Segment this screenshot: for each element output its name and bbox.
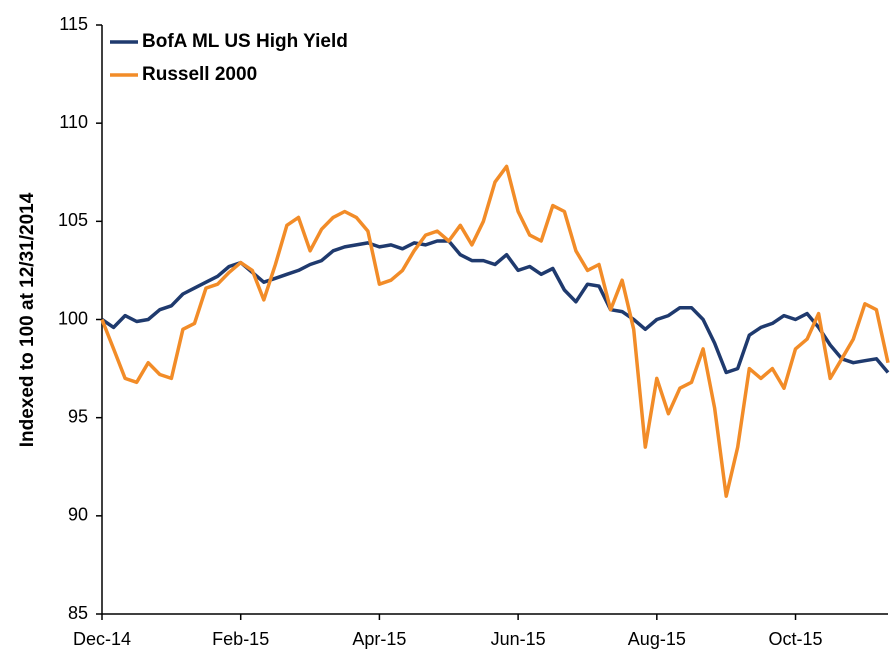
x-tick-label: Apr-15 [352, 629, 406, 649]
series-line [100, 164, 890, 498]
x-tick-label: Feb-15 [212, 629, 269, 649]
y-tick-label: 105 [58, 210, 88, 230]
legend-label: BofA ML US High Yield [142, 31, 348, 52]
legend-label: Russell 2000 [142, 64, 257, 85]
x-tick-label: Oct-15 [769, 629, 823, 649]
y-tick-label: 95 [68, 406, 88, 426]
x-tick-label: Dec-14 [73, 629, 131, 649]
y-tick-label: 90 [68, 505, 88, 525]
y-tick-label: 85 [68, 603, 88, 623]
y-axis-label: Indexed to 100 at 12/31/2014 [17, 192, 38, 447]
x-tick-label: Aug-15 [628, 629, 686, 649]
x-tick-label: Jun-15 [491, 629, 546, 649]
y-tick-label: 115 [59, 14, 88, 34]
y-tick-label: 110 [59, 112, 88, 132]
series-line [101, 239, 890, 375]
y-tick-label: 100 [58, 308, 88, 328]
